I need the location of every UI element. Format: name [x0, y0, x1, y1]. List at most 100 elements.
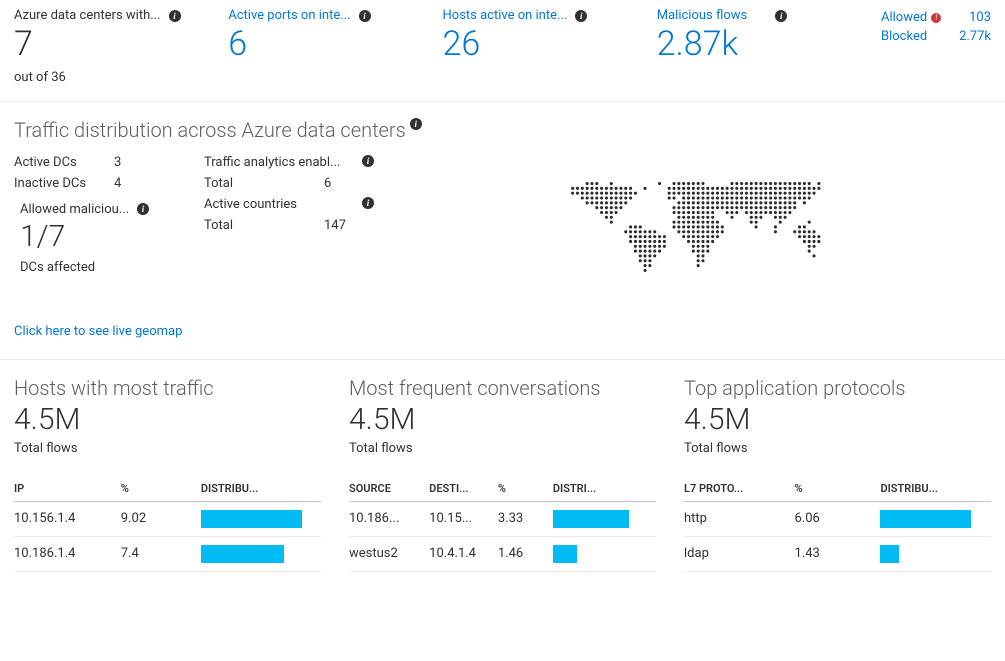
info-icon[interactable]: i: [775, 10, 787, 22]
table-cell: 9.02: [121, 501, 201, 536]
col-distribu-[interactable]: DISTRIBU...: [201, 476, 321, 502]
col--[interactable]: %: [795, 476, 881, 502]
panel-title: Traffic distribution across Azure data c…: [14, 118, 991, 142]
distribution-panel: Traffic distribution across Azure data c…: [0, 102, 1005, 360]
kv-inactive-dcs: Inactive DCs 4: [14, 173, 184, 194]
distribution-bar: [553, 510, 629, 528]
metric-title[interactable]: Malicious flows i: [657, 8, 861, 23]
kv-total-1: Total 6: [204, 173, 394, 194]
metric-active-ports: Active ports on inte... i 6: [228, 8, 442, 85]
table-cell: 10.186.1.4: [14, 536, 121, 571]
distribution-bar: [880, 510, 970, 528]
metric-title-text: Azure data centers with...: [14, 8, 161, 23]
table-cell: 6.06: [795, 501, 881, 536]
metrics-row: Azure data centers with... i 7 out of 36…: [0, 0, 1005, 102]
pane-conversations: Most frequent conversations 4.5M Total f…: [349, 376, 684, 572]
table-row[interactable]: ldap1.43: [684, 536, 991, 571]
table-row[interactable]: westus210.4.1.41.46: [349, 536, 656, 571]
metric-title[interactable]: Active ports on inte... i: [228, 8, 432, 23]
col-ip[interactable]: IP: [14, 476, 121, 502]
pane-title: Most frequent conversations: [349, 376, 656, 400]
info-icon[interactable]: i: [169, 10, 181, 22]
metric-title-text[interactable]: Active ports on inte...: [228, 8, 350, 23]
kv-key: Active countries: [204, 197, 354, 212]
kv-val: 4: [114, 176, 174, 191]
kv-key: Active DCs: [14, 155, 114, 170]
distribution-bar-cell: [201, 536, 321, 571]
metric-value[interactable]: 26: [443, 23, 647, 66]
flows-allowed-count[interactable]: 103: [969, 10, 991, 25]
pane-big: 4.5M: [14, 402, 321, 437]
info-icon[interactable]: i: [362, 155, 374, 167]
col-distribu-[interactable]: DISTRIBU...: [880, 476, 991, 502]
geomap-link[interactable]: Click here to see live geomap: [14, 324, 182, 339]
table-cell: 10.186...: [349, 501, 429, 536]
allowed-malicious-value: 1/7: [20, 219, 184, 254]
info-icon[interactable]: i: [359, 10, 371, 22]
convos-table: SOURCEDESTI...%DISTRI... 10.186...10.15.…: [349, 476, 656, 572]
metric-sub: out of 36: [14, 70, 218, 85]
pane-big: 4.5M: [349, 402, 656, 437]
table-cell: 10.15...: [429, 501, 498, 536]
allowed-malicious-label-row: Allowed maliciou... i: [20, 202, 184, 217]
flows-blocked-count[interactable]: 2.77k: [959, 29, 991, 44]
dc-col-mid: Traffic analytics enabl... i Total 6 Act…: [204, 152, 414, 296]
panel-title-text: Traffic distribution across Azure data c…: [14, 118, 406, 142]
metric-title[interactable]: Hosts active on inte... i: [443, 8, 647, 23]
kv-active-countries: Active countries i: [204, 194, 394, 215]
hosts-table: IP%DISTRIBU... 10.156.1.49.0210.186.1.47…: [14, 476, 321, 572]
col-l7-proto-[interactable]: L7 PROTO...: [684, 476, 795, 502]
kv-traffic-analytics: Traffic analytics enabl... i: [204, 152, 394, 173]
info-icon[interactable]: i: [410, 118, 422, 130]
col-desti-[interactable]: DESTI...: [429, 476, 498, 502]
world-map: [414, 152, 991, 296]
kv-active-dcs: Active DCs 3: [14, 152, 184, 173]
kv-val: 147: [324, 218, 384, 233]
col-distri-[interactable]: DISTRI...: [553, 476, 656, 502]
allowed-malicious-block: Allowed maliciou... i 1/7 DCs affected: [14, 202, 184, 275]
distribution-bar: [880, 545, 898, 563]
kv-val: 6: [324, 176, 384, 191]
flows-allowed-row[interactable]: Allowed! 103: [881, 8, 991, 27]
table-row[interactable]: http6.06: [684, 501, 991, 536]
distribution-bar: [553, 545, 577, 563]
kv-key: Traffic analytics enabl...: [204, 155, 354, 170]
dc-col-left: Active DCs 3 Inactive DCs 4 Allowed mali…: [14, 152, 204, 296]
pane-sub: Total flows: [684, 441, 991, 456]
pane-title: Top application protocols: [684, 376, 991, 400]
pane-title: Hosts with most traffic: [14, 376, 321, 400]
col--[interactable]: %: [121, 476, 201, 502]
metric-hosts-active: Hosts active on inte... i 26: [443, 8, 657, 85]
flows-allowed-label[interactable]: Allowed: [881, 10, 927, 25]
table-row[interactable]: 10.156.1.49.02: [14, 501, 321, 536]
table-row[interactable]: 10.186...10.15...3.33: [349, 501, 656, 536]
table-row[interactable]: 10.186.1.47.4: [14, 536, 321, 571]
info-icon[interactable]: i: [362, 197, 374, 209]
metric-title-text[interactable]: Malicious flows: [657, 8, 748, 23]
table-cell: westus2: [349, 536, 429, 571]
protocols-table: L7 PROTO...%DISTRIBU... http6.06ldap1.43: [684, 476, 991, 572]
pane-sub: Total flows: [14, 441, 321, 456]
metric-title-text[interactable]: Hosts active on inte...: [443, 8, 568, 23]
flows-blocked-row[interactable]: Blocked 2.77k: [881, 27, 991, 46]
info-icon[interactable]: i: [575, 10, 587, 22]
allowed-malicious-label: Allowed maliciou...: [20, 202, 129, 217]
col-source[interactable]: SOURCE: [349, 476, 429, 502]
pane-hosts: Hosts with most traffic 4.5M Total flows…: [14, 376, 349, 572]
kv-total-2: Total 147: [204, 215, 394, 236]
metric-value[interactable]: 6: [228, 23, 432, 66]
metric-value[interactable]: 2.87k: [657, 23, 861, 66]
table-cell: 1.43: [795, 536, 881, 571]
kv-val: 3: [114, 155, 174, 170]
alert-icon: !: [931, 13, 941, 23]
col--[interactable]: %: [498, 476, 553, 502]
distribution-bar: [201, 510, 302, 528]
table-cell: ldap: [684, 536, 795, 571]
pane-protocols: Top application protocols 4.5M Total flo…: [684, 376, 991, 572]
flows-blocked-label[interactable]: Blocked: [881, 29, 927, 44]
info-icon[interactable]: i: [137, 203, 149, 215]
kv-key: Inactive DCs: [14, 176, 114, 191]
distribution-bar: [201, 545, 284, 563]
pane-big: 4.5M: [684, 402, 991, 437]
kv-key: Total: [204, 176, 324, 191]
